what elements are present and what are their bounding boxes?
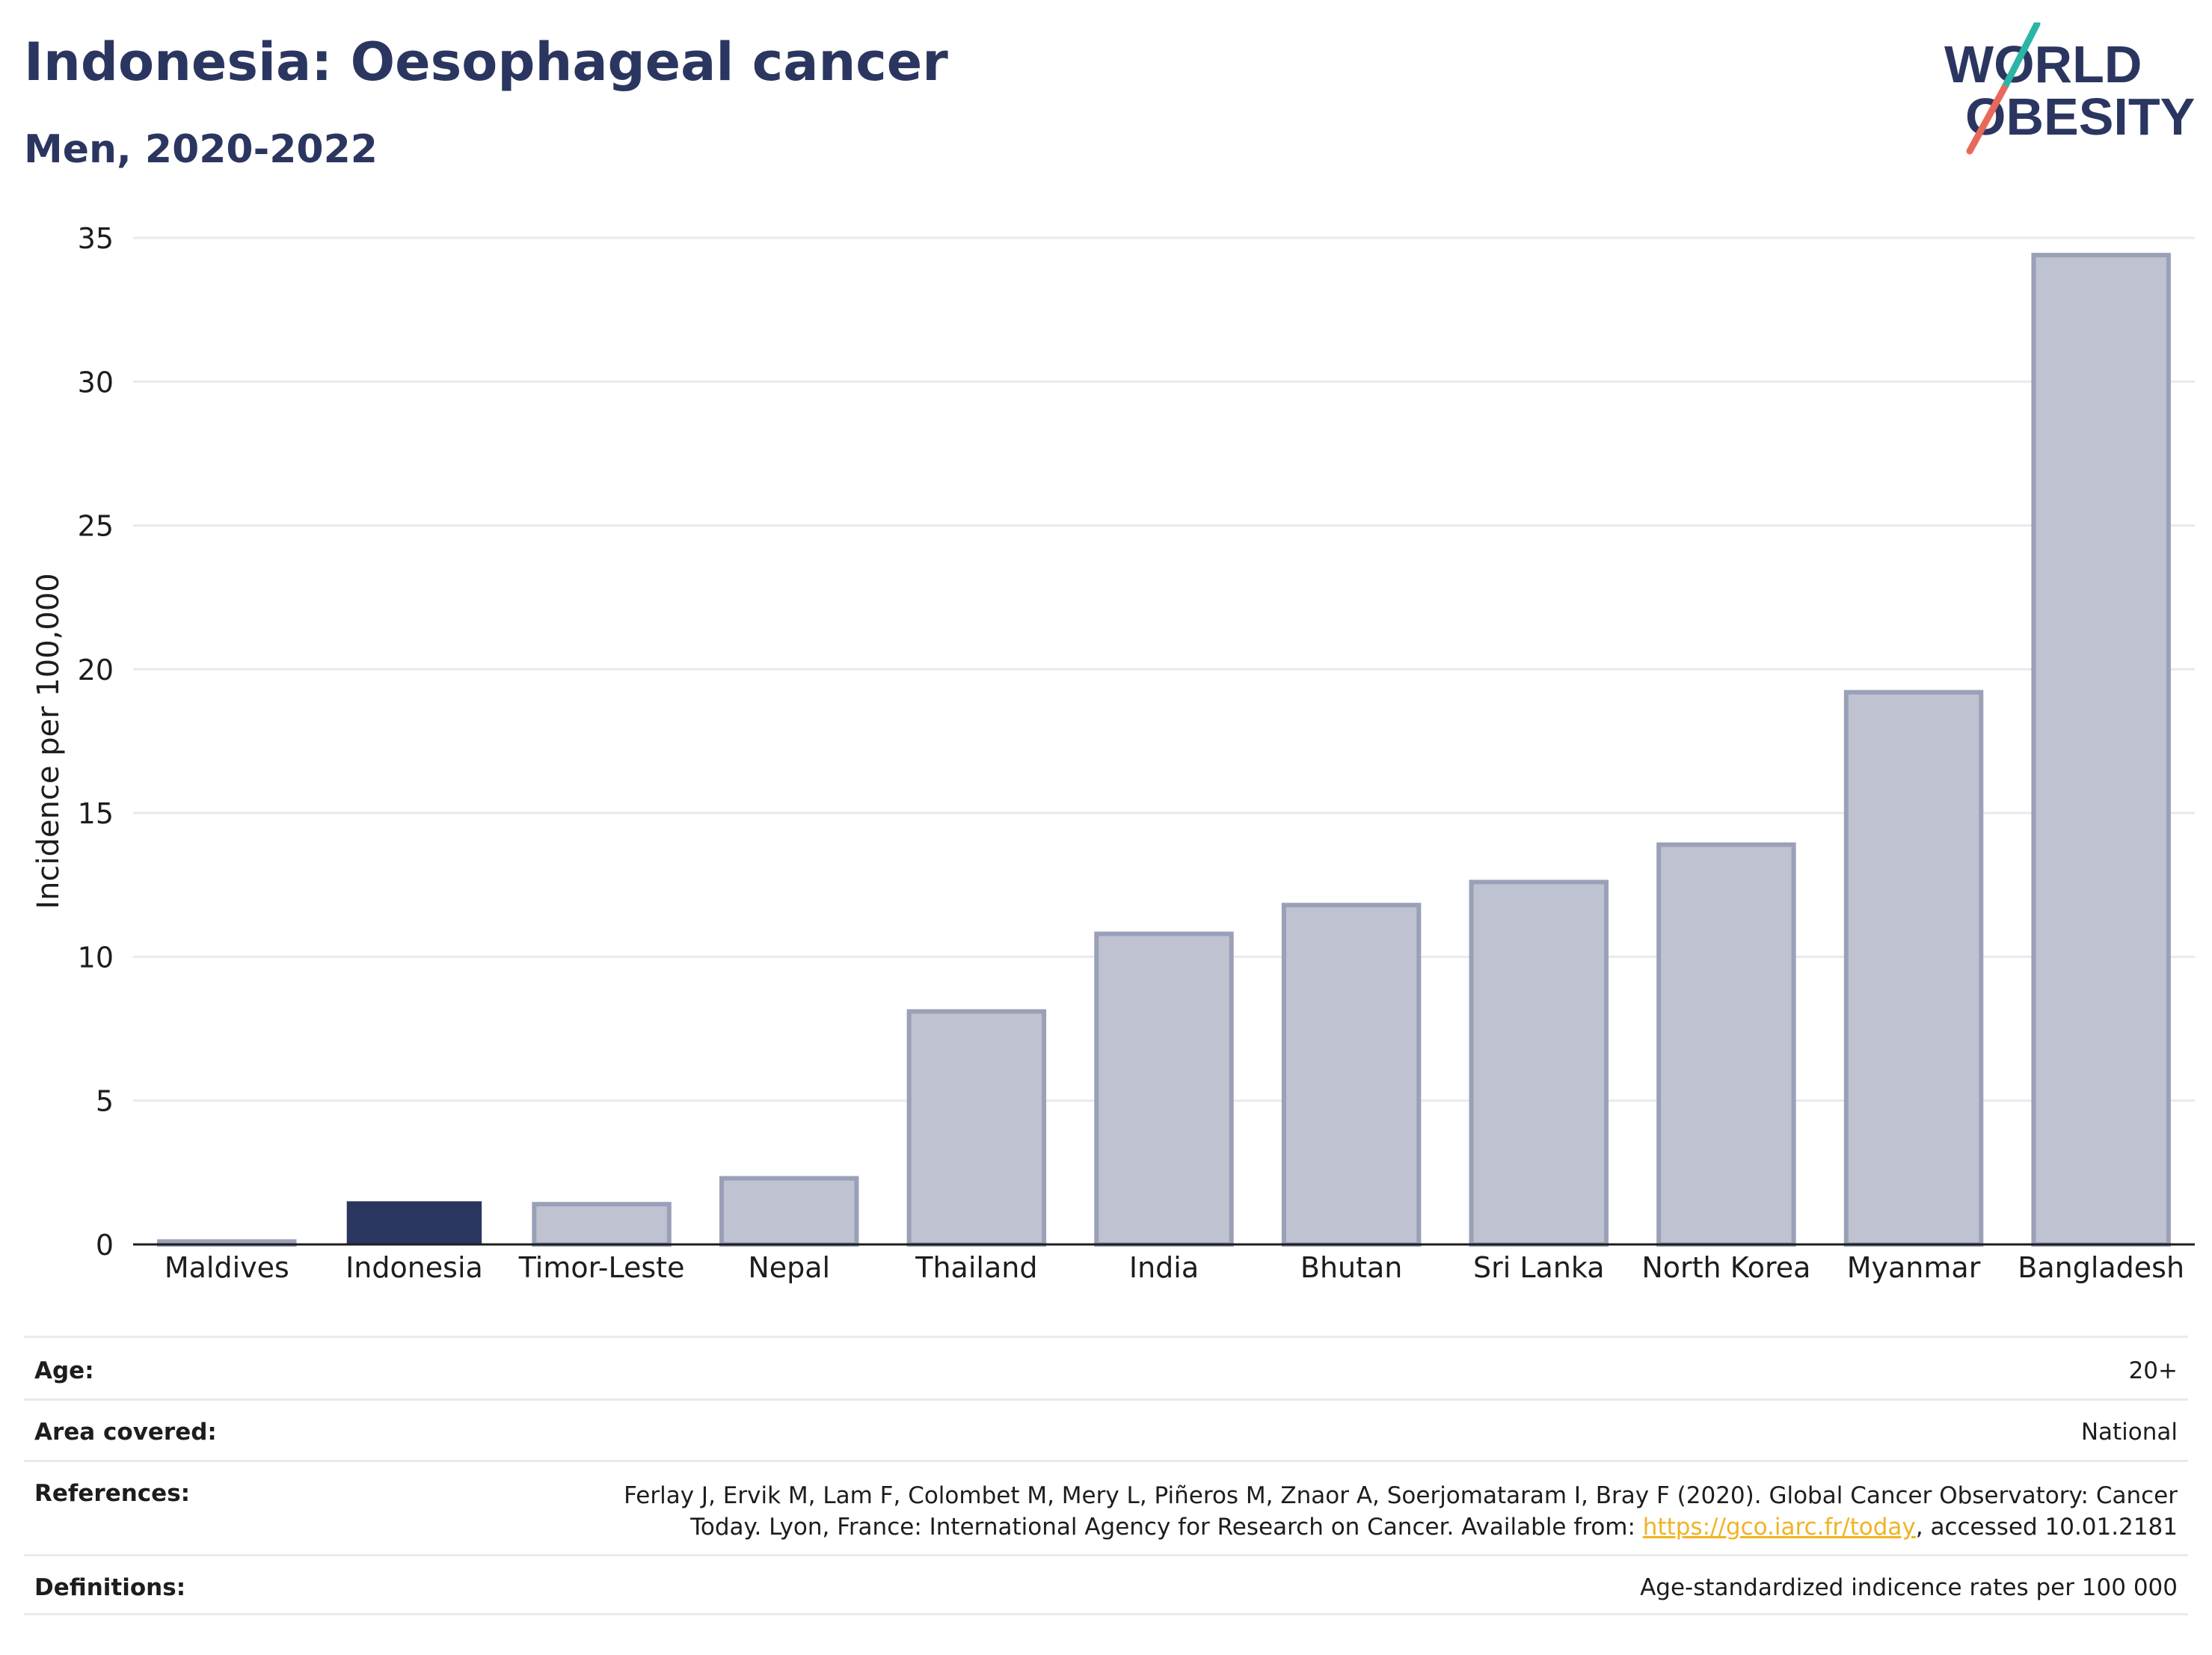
bar-timor-leste <box>532 1202 672 1247</box>
meta-definitions-label: Definitions: <box>34 1574 186 1601</box>
x-tick-label: Bhutan <box>1300 1251 1403 1284</box>
references-line-1: Ferlay J, Ervik M, Lam F, Colombet M, Me… <box>624 1482 2178 1509</box>
y-tick-label: 15 <box>78 797 114 830</box>
x-tick-label: Nepal <box>748 1251 830 1284</box>
meta-references-label: References: <box>34 1480 191 1507</box>
chart-subtitle: Men, 2020-2022 <box>24 127 378 172</box>
meta-row-area: Area covered: National <box>24 1398 2188 1460</box>
bar-bhutan <box>1281 903 1422 1247</box>
world-obesity-logo: WORLD OBESITY <box>1944 22 2195 155</box>
logo-slash-teal <box>2000 22 2041 92</box>
meta-area-value: National <box>2080 1419 2178 1446</box>
y-tick-label: 10 <box>78 941 114 974</box>
bar-india <box>1094 931 1234 1247</box>
y-tick-label: 35 <box>78 222 114 255</box>
x-tick-label: Sri Lanka <box>1473 1251 1605 1284</box>
x-axis-ticks: Maldives Indonesia Timor-Leste Nepal Thailan… <box>165 1251 2184 1284</box>
bar-chart: 0 5 10 15 20 25 30 35 Maldives Indonesia Timor-Le… <box>31 222 2195 1284</box>
x-tick-label: Indonesia <box>345 1251 483 1284</box>
y-axis-ticks: 0 5 10 15 20 25 30 35 <box>78 222 114 1262</box>
logo-slash-coral <box>1966 85 2008 155</box>
y-axis-label: Incidence per 100,000 <box>31 573 66 909</box>
meta-references-value: Ferlay J, Ervik M, Lam F, Colombet M, Me… <box>624 1480 2178 1543</box>
y-tick-label: 20 <box>78 654 114 687</box>
bar-thailand <box>906 1009 1047 1247</box>
bar-sri-lanka <box>1469 879 1609 1247</box>
chart-title: Indonesia: Oesophageal cancer <box>24 31 948 93</box>
meta-age-value: 20+ <box>2128 1357 2178 1384</box>
y-tick-label: 25 <box>78 510 114 543</box>
bar-bangladesh <box>2031 253 2171 1247</box>
metadata-table: Age: 20+ Area covered: National Referenc… <box>24 1336 2188 1615</box>
x-tick-label: Myanmar <box>1847 1251 1981 1284</box>
bar-nepal <box>719 1176 859 1247</box>
y-tick-label: 5 <box>96 1085 114 1118</box>
meta-age-label: Age: <box>34 1357 94 1384</box>
bar-indonesia <box>346 1201 482 1244</box>
y-tick-label: 30 <box>78 366 114 399</box>
references-line-2-suffix: , accessed 10.01.2181 <box>1915 1514 2178 1541</box>
meta-area-label: Area covered: <box>34 1419 217 1446</box>
x-tick-label: India <box>1129 1251 1199 1284</box>
x-tick-label: Thailand <box>915 1251 1037 1284</box>
x-tick-label: Maldives <box>165 1251 289 1284</box>
references-line-2-prefix: Today. Lyon, France: International Agenc… <box>690 1514 1643 1541</box>
logo-text-obesity: OBESITY <box>1965 87 2195 146</box>
x-tick-label: Bangladesh <box>2018 1251 2184 1284</box>
y-tick-label: 0 <box>96 1229 114 1262</box>
meta-row-references: References: Ferlay J, Ervik M, Lam F, Co… <box>24 1460 2188 1554</box>
bar-north-korea <box>1656 842 1796 1247</box>
meta-row-definitions: Definitions: Age-standardized indicence … <box>24 1554 2188 1615</box>
bar-myanmar <box>1843 690 1984 1247</box>
references-line-2: Today. Lyon, France: International Agenc… <box>624 1511 2178 1543</box>
x-tick-label: North Korea <box>1641 1251 1810 1284</box>
references-link[interactable]: https://gco.iarc.fr/today <box>1642 1514 1916 1541</box>
x-tick-label: Timor-Leste <box>518 1251 685 1284</box>
meta-definitions-value: Age-standardized indicence rates per 100… <box>1640 1574 2178 1601</box>
bars <box>157 253 2171 1247</box>
logo-text-world: WORLD <box>1944 35 2142 93</box>
meta-row-age: Age: 20+ <box>24 1336 2188 1398</box>
